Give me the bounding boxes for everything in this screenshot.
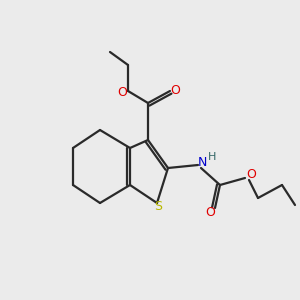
Text: H: H	[208, 152, 216, 162]
Text: O: O	[205, 206, 215, 220]
Text: O: O	[170, 83, 180, 97]
Text: O: O	[246, 167, 256, 181]
Text: O: O	[117, 85, 127, 98]
Text: S: S	[154, 200, 162, 212]
Text: N: N	[197, 157, 207, 169]
